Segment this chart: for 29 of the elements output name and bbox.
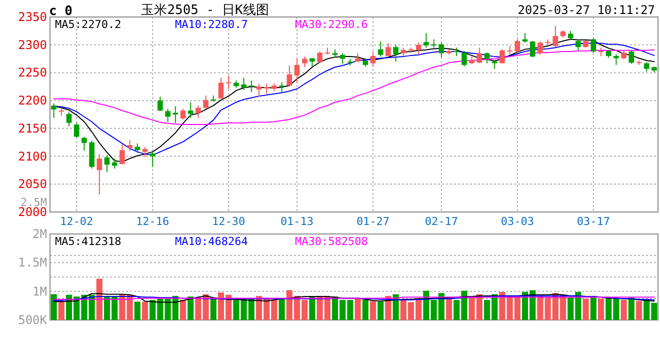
- y-tick-label: 2100: [18, 149, 47, 164]
- y-tick-label: 1M: [32, 284, 47, 298]
- x-tick-label: 12-30: [212, 215, 246, 228]
- y-tick-label: 2200: [18, 94, 47, 108]
- text: MA30:582508: [295, 235, 368, 248]
- text: MA30:2290.6: [295, 18, 368, 31]
- text: MA10:468264: [175, 235, 248, 248]
- text: MA5:412318: [55, 235, 122, 248]
- x-tick-label: 01-27: [356, 215, 390, 228]
- y-tick-label: 1.5M: [18, 256, 47, 270]
- y-tick-label: 2250: [18, 66, 47, 80]
- chart-title: 玉米2505 - 日K线图: [141, 3, 269, 18]
- x-tick-label: 12-16: [136, 215, 170, 228]
- y-tick-label: 2000: [18, 205, 47, 219]
- y-tick-label: 2M: [32, 227, 47, 241]
- y-tick-label: 2150: [18, 121, 47, 136]
- y-tick-label: 2050: [18, 177, 47, 192]
- y-tick-label: 2350: [18, 10, 47, 24]
- x-tick-label: 01-13: [280, 215, 314, 228]
- annotation: c 0: [49, 4, 73, 19]
- x-tick-label: 12-02: [60, 215, 94, 228]
- x-tick-label: 02-17: [424, 215, 458, 228]
- x-tick-label: 03-03: [500, 215, 534, 228]
- y-tick-label: 2300: [18, 38, 47, 52]
- text: MA10:2280.7: [175, 18, 248, 31]
- text: MA5:2270.2: [55, 18, 122, 31]
- x-tick-label: 03-17: [576, 215, 610, 228]
- y-tick-label: 500K: [18, 313, 48, 327]
- chart-subtitle: 2025-03-27 10:11:27: [518, 3, 655, 17]
